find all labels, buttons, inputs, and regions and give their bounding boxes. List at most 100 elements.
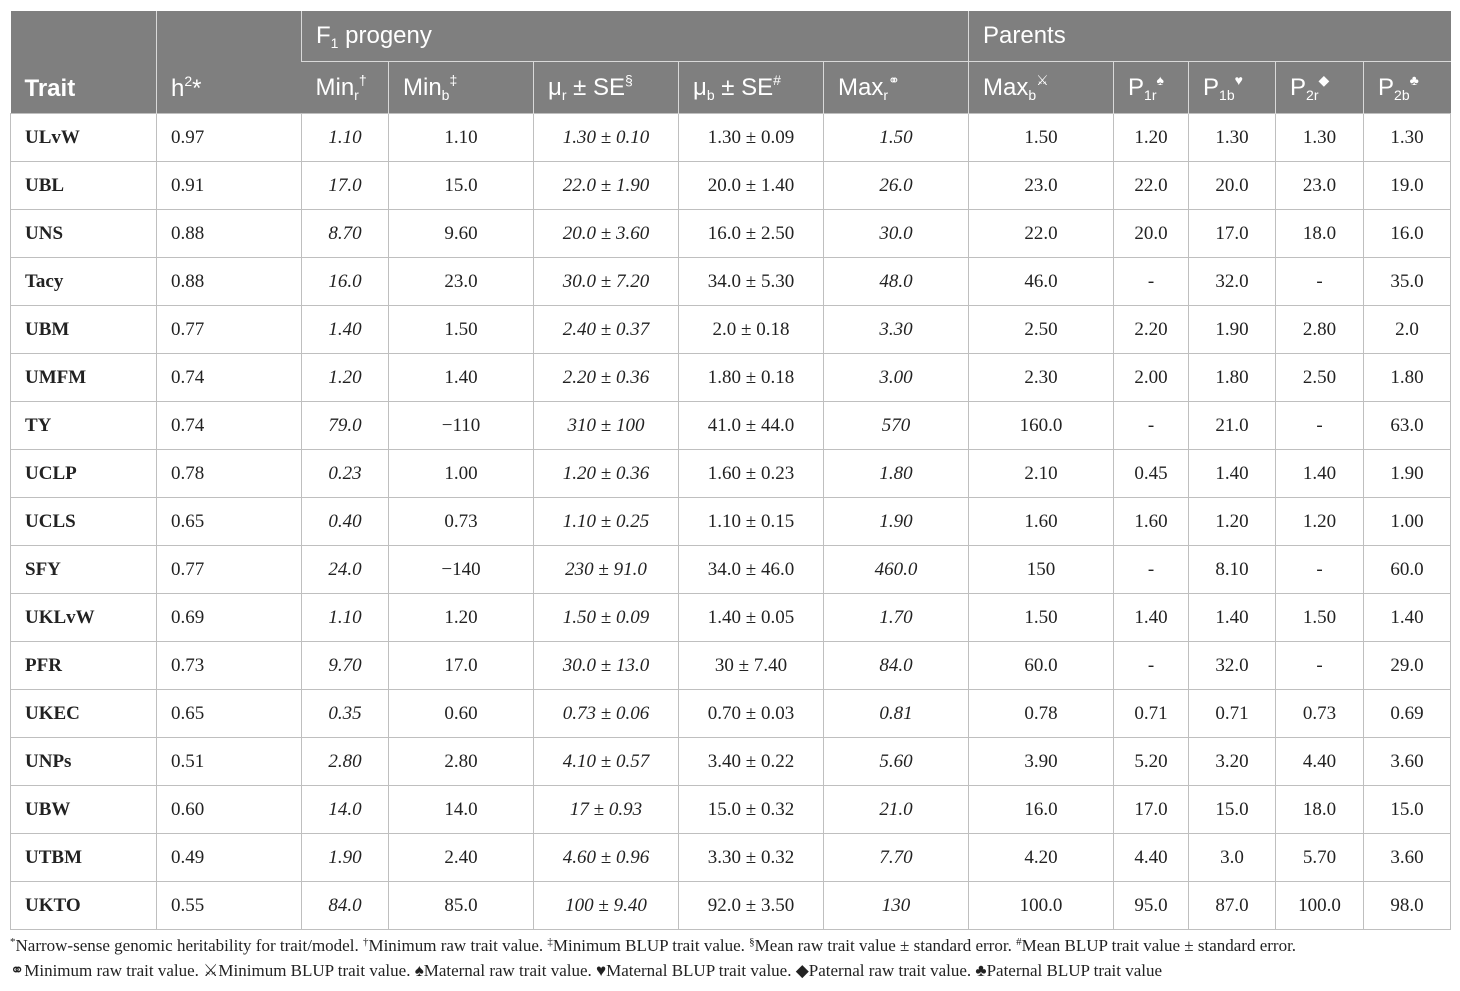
table-cell: 15.0 xyxy=(1363,785,1452,834)
table-cell: 1.50 xyxy=(968,593,1115,642)
table-cell: 1.40 xyxy=(1113,593,1190,642)
h2-sup: 2 xyxy=(184,73,193,89)
table-cell: 1.20 xyxy=(1275,497,1365,546)
table-row: UNPs 0.51 2.80 2.80 4.10 ± 0.57 3.40 ± 0.22 5.… xyxy=(10,737,1452,786)
trait-cell: UTBM xyxy=(10,833,157,882)
col-main: P xyxy=(1290,73,1307,101)
table-cell: 0.91 xyxy=(156,161,302,210)
table-cell: 2.80 xyxy=(301,737,389,786)
footnote-text: Mean raw trait value ± standard error. xyxy=(754,936,1017,955)
footnote-mark: † xyxy=(362,936,369,948)
table-cell: 1.20 xyxy=(301,353,389,402)
table-cell: 1.60 xyxy=(1113,497,1190,546)
table-cell: 34.0 ± 5.30 xyxy=(678,257,824,306)
table-cell: 3.60 xyxy=(1363,737,1452,786)
trait-cell: UCLP xyxy=(10,449,157,498)
col-sub: r xyxy=(883,86,889,103)
table-cell: 0.55 xyxy=(156,881,302,930)
table-cell: 3.30 xyxy=(822,305,970,354)
table-cell: 1.50 ± 0.09 xyxy=(533,593,679,642)
table-cell: 0.74 xyxy=(156,353,302,402)
table-cell: 3.30 ± 0.32 xyxy=(678,833,824,882)
col-sub: b xyxy=(706,86,715,103)
col-main: Max xyxy=(838,73,884,101)
table-cell: 1.40 xyxy=(388,353,534,402)
col-sub: r xyxy=(561,86,567,103)
table-cell: 0.78 xyxy=(968,689,1115,738)
table-cell: 1.10 xyxy=(301,593,389,642)
table-cell: 0.35 xyxy=(301,689,389,738)
table-cell: 0.73 ± 0.06 xyxy=(533,689,679,738)
table-row: SFY 0.77 24.0 −140 230 ± 91.0 34.0 ± 46.0 460.… xyxy=(10,545,1452,594)
table-cell: 30 ± 7.40 xyxy=(678,641,824,690)
header-col-7: P1r♠ xyxy=(1113,61,1189,114)
table-footnote: *Narrow-sense genomic heritability for t… xyxy=(10,933,1455,983)
table-cell: 1.10 ± 0.25 xyxy=(533,497,679,546)
table-cell: 1.50 xyxy=(822,113,970,162)
footnote-mark: ‡ xyxy=(547,936,553,948)
table-cell: 1.20 xyxy=(388,593,534,642)
footnote-line-2: ⚭Minimum raw trait value. ⚔Minimum BLUP … xyxy=(10,961,1163,980)
table-cell: - xyxy=(1275,401,1365,450)
col-main: P xyxy=(1203,73,1220,101)
header-col-6: Maxb⚔ xyxy=(968,61,1114,114)
table-cell: 60.0 xyxy=(968,641,1115,690)
table-cell: 21.0 xyxy=(822,785,970,834)
col-sub: b xyxy=(1028,86,1037,103)
table-cell: 1.30 ± 0.09 xyxy=(678,113,824,162)
table-cell: 18.0 xyxy=(1275,209,1365,258)
table-cell: 22.0 xyxy=(968,209,1115,258)
table-cell: 0.69 xyxy=(1363,689,1452,738)
trait-cell: UBM xyxy=(10,305,157,354)
header-col-1: Minr† xyxy=(301,61,389,114)
table-cell: 3.90 xyxy=(968,737,1115,786)
header-col-4: μb ± SE# xyxy=(678,61,824,114)
table-cell: 1.10 xyxy=(301,113,389,162)
table-cell: −110 xyxy=(388,401,534,450)
table-cell: - xyxy=(1275,257,1365,306)
table-cell: 24.0 xyxy=(301,545,389,594)
table-cell: 0.97 xyxy=(156,113,302,162)
table-cell: 1.90 xyxy=(1363,449,1452,498)
table-cell: 84.0 xyxy=(822,641,970,690)
table-cell: 0.73 xyxy=(1275,689,1365,738)
col-sub: 1b xyxy=(1219,86,1235,103)
table-cell: 20.0 ± 3.60 xyxy=(533,209,679,258)
table-cell: 1.50 xyxy=(388,305,534,354)
col-main: P xyxy=(1378,73,1395,101)
table-cell: 8.70 xyxy=(301,209,389,258)
table-row: UKTO 0.55 84.0 85.0 100 ± 9.40 92.0 ± 3.50 130… xyxy=(10,881,1452,930)
header-col-3: μr ± SE§ xyxy=(533,61,679,114)
col-mark: ⚔ xyxy=(1036,71,1049,88)
table-cell: 41.0 ± 44.0 xyxy=(678,401,824,450)
table-cell: 0.78 xyxy=(156,449,302,498)
table-cell: 0.77 xyxy=(156,545,302,594)
table-cell: 23.0 xyxy=(968,161,1115,210)
table-row: UTBM 0.49 1.90 2.40 4.60 ± 0.96 3.30 ± 0.32 7.… xyxy=(10,833,1452,882)
table-cell: 1.00 xyxy=(388,449,534,498)
table-cell: −140 xyxy=(388,545,534,594)
table-cell: 63.0 xyxy=(1363,401,1452,450)
table-cell: 22.0 xyxy=(1113,161,1190,210)
footnote-text: Narrow-sense genomic heritability for tr… xyxy=(15,936,363,955)
col-main: Min xyxy=(315,73,355,101)
table-cell: 1.40 xyxy=(1188,593,1277,642)
table-cell: 2.10 xyxy=(968,449,1115,498)
table-cell: 0.65 xyxy=(156,497,302,546)
table-cell: 2.30 xyxy=(968,353,1115,402)
progeny-rest: progeny xyxy=(338,22,432,49)
table-row: PFR 0.73 9.70 17.0 30.0 ± 13.0 30 ± 7.40 84.0 6… xyxy=(10,641,1452,690)
table-cell: 87.0 xyxy=(1188,881,1277,930)
trait-cell: Tacy xyxy=(10,257,157,306)
table-cell: - xyxy=(1275,545,1365,594)
table-cell: 100 ± 9.40 xyxy=(533,881,679,930)
table-cell: 2.50 xyxy=(968,305,1115,354)
trait-cell: UKEC xyxy=(10,689,157,738)
table-cell: 2.0 ± 0.18 xyxy=(678,305,824,354)
trait-cell: UCLS xyxy=(10,497,157,546)
table-cell: 2.00 xyxy=(1113,353,1190,402)
table-cell: 1.80 ± 0.18 xyxy=(678,353,824,402)
table-cell: 85.0 xyxy=(388,881,534,930)
table-cell: 1.20 ± 0.36 xyxy=(533,449,679,498)
table-cell: 2.20 xyxy=(1113,305,1190,354)
